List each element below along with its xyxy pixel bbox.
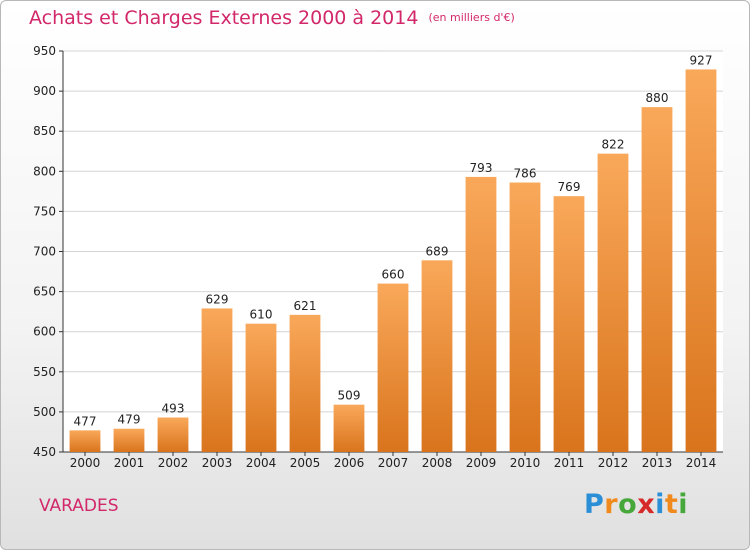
bar-value-label: 610 bbox=[250, 308, 273, 322]
bar-value-label: 927 bbox=[690, 53, 713, 67]
x-tick-label: 2009 bbox=[466, 456, 497, 470]
bar-value-label: 477 bbox=[74, 414, 97, 428]
y-tick-label: 500 bbox=[33, 405, 56, 419]
bar-value-label: 629 bbox=[206, 292, 229, 306]
bar-value-label: 621 bbox=[294, 299, 317, 313]
y-tick-label: 700 bbox=[33, 245, 56, 259]
bar bbox=[685, 69, 717, 453]
x-tick-label: 2000 bbox=[70, 456, 101, 470]
x-tick-label: 2014 bbox=[686, 456, 717, 470]
logo-letter: t bbox=[664, 489, 679, 520]
logo-letter: P bbox=[584, 489, 605, 520]
chart-title: Achats et Charges Externes 2000 à 2014 (e… bbox=[29, 7, 515, 29]
y-tick-label: 650 bbox=[33, 285, 56, 299]
x-tick-label: 2001 bbox=[114, 456, 145, 470]
logo-letter: x bbox=[637, 489, 656, 520]
y-tick-label: 600 bbox=[33, 325, 56, 339]
bar bbox=[597, 153, 629, 452]
x-tick-label: 2013 bbox=[642, 456, 673, 470]
bar-value-label: 786 bbox=[514, 167, 537, 181]
bar-value-label: 493 bbox=[162, 402, 185, 416]
x-tick-label: 2005 bbox=[290, 456, 321, 470]
bar-value-label: 822 bbox=[602, 138, 625, 152]
place-name: VARADES bbox=[39, 496, 119, 516]
bar bbox=[465, 176, 497, 452]
x-tick-label: 2003 bbox=[202, 456, 233, 470]
x-tick-label: 2004 bbox=[246, 456, 277, 470]
x-tick-label: 2007 bbox=[378, 456, 409, 470]
y-tick-label: 450 bbox=[33, 445, 56, 459]
chart-unit: (en milliers d'€) bbox=[428, 11, 515, 24]
bar-value-label: 880 bbox=[646, 91, 669, 105]
bar bbox=[333, 404, 365, 452]
bar bbox=[245, 323, 277, 452]
bar-value-label: 689 bbox=[426, 244, 449, 258]
proxiti-logo: Proxiti bbox=[584, 489, 688, 520]
bar bbox=[509, 182, 541, 452]
bar bbox=[553, 196, 585, 452]
logo-letter: i bbox=[655, 489, 665, 520]
bar bbox=[289, 314, 321, 452]
y-tick-label: 900 bbox=[33, 84, 56, 98]
bar-value-label: 660 bbox=[382, 268, 405, 282]
bar bbox=[377, 283, 409, 452]
logo-letter: r bbox=[604, 489, 619, 520]
bar-value-label: 479 bbox=[118, 413, 141, 427]
y-tick-label: 750 bbox=[33, 204, 56, 218]
chart-title-text: Achats et Charges Externes 2000 à 2014 bbox=[29, 7, 419, 29]
y-tick-label: 950 bbox=[33, 44, 56, 58]
bar bbox=[641, 107, 673, 452]
logo-letter: i bbox=[678, 489, 689, 520]
y-tick-label: 800 bbox=[33, 164, 56, 178]
x-tick-label: 2011 bbox=[554, 456, 585, 470]
bar bbox=[201, 308, 233, 452]
bar bbox=[69, 430, 101, 452]
x-tick-label: 2010 bbox=[510, 456, 541, 470]
y-tick-label: 550 bbox=[33, 365, 56, 379]
bar bbox=[157, 417, 189, 452]
bar-value-label: 793 bbox=[470, 161, 493, 175]
y-tick-label: 850 bbox=[33, 124, 56, 138]
bar-value-label: 769 bbox=[558, 180, 581, 194]
logo-letter: o bbox=[618, 489, 638, 520]
x-tick-label: 2012 bbox=[598, 456, 629, 470]
bar bbox=[421, 260, 453, 452]
bar-value-label: 509 bbox=[338, 389, 361, 403]
x-tick-label: 2008 bbox=[422, 456, 453, 470]
bar bbox=[113, 428, 145, 452]
x-tick-label: 2002 bbox=[158, 456, 189, 470]
x-tick-label: 2006 bbox=[334, 456, 365, 470]
